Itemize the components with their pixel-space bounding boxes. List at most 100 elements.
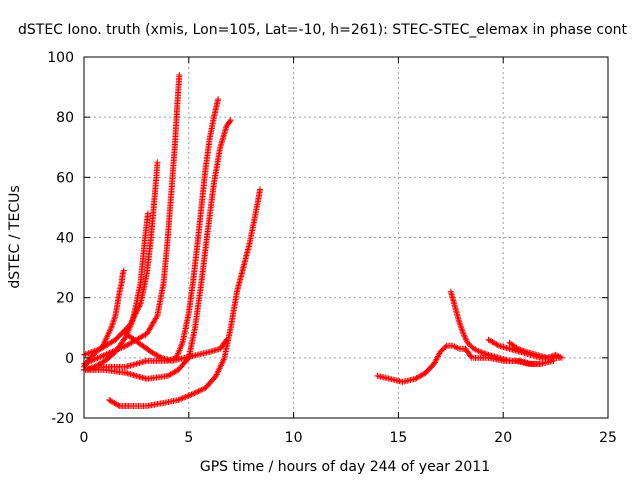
data-point <box>129 316 136 323</box>
data-point <box>128 318 135 325</box>
data-point <box>134 306 141 313</box>
data-point <box>481 350 488 357</box>
data-point <box>227 117 234 124</box>
data-point <box>153 314 160 321</box>
x-axis-label: GPS time / hours of day 244 of year 2011 <box>200 459 490 475</box>
series-3 <box>81 159 161 358</box>
data-point <box>458 326 465 333</box>
data-point <box>86 358 93 365</box>
y-tick-label: 100 <box>47 50 74 66</box>
data-point <box>95 354 102 361</box>
data-point <box>196 387 203 394</box>
data-point <box>157 354 164 361</box>
data-point <box>176 72 183 79</box>
data-point <box>111 315 118 322</box>
data-point <box>182 393 189 400</box>
data-point <box>188 391 195 398</box>
data-point <box>548 353 555 360</box>
data-point <box>194 388 201 395</box>
data-point <box>494 342 501 349</box>
x-tick-label: 20 <box>494 430 512 446</box>
data-point <box>198 386 205 393</box>
data-point <box>257 186 264 193</box>
data-point <box>89 356 96 363</box>
data-point <box>521 348 528 355</box>
series-2 <box>81 210 151 373</box>
data-point <box>144 210 151 217</box>
data-point <box>127 321 134 328</box>
data-point <box>195 388 202 395</box>
data-point <box>456 318 463 325</box>
data-point <box>130 314 137 321</box>
data-point <box>101 351 108 358</box>
data-point <box>456 320 463 327</box>
data-point <box>189 390 196 397</box>
y-tick-label: 80 <box>56 110 74 126</box>
y-tick-label: 20 <box>56 291 74 307</box>
data-point <box>131 313 138 320</box>
data-point <box>192 389 199 396</box>
data-point <box>109 348 116 355</box>
data-point <box>97 353 104 360</box>
data-point <box>115 346 122 353</box>
data-point <box>519 347 526 354</box>
data-point <box>120 267 127 274</box>
data-point <box>550 357 557 364</box>
data-point <box>558 354 565 361</box>
data-series <box>81 72 565 409</box>
data-point <box>104 350 111 357</box>
data-point <box>119 270 126 277</box>
grid <box>84 57 608 418</box>
data-point <box>85 358 92 365</box>
series-7 <box>106 186 264 409</box>
data-point <box>116 345 123 352</box>
data-point <box>467 353 474 360</box>
series-6 <box>81 117 234 382</box>
data-point <box>111 314 118 321</box>
data-point <box>222 338 229 345</box>
data-point <box>457 321 464 328</box>
data-point <box>132 311 139 318</box>
data-point <box>453 344 460 351</box>
data-point <box>110 318 117 325</box>
data-point <box>110 347 117 354</box>
y-tick-label: 60 <box>56 170 74 186</box>
data-point <box>92 355 99 362</box>
data-point <box>133 309 140 316</box>
data-point <box>113 346 120 353</box>
data-point <box>226 118 233 125</box>
y-tick-label: 0 <box>65 351 74 367</box>
data-point <box>110 317 117 324</box>
data-point <box>478 349 485 356</box>
data-point <box>199 386 206 393</box>
data-point <box>103 351 110 358</box>
x-tick-label: 15 <box>389 430 407 446</box>
data-point <box>517 346 524 353</box>
data-point <box>119 344 126 351</box>
data-point <box>109 320 116 327</box>
data-point <box>176 396 183 403</box>
axis-ticks: 0 5 10 15 20 25 -20 0 20 40 60 80 100 <box>47 50 617 446</box>
data-point <box>179 395 186 402</box>
series-13 <box>470 354 557 367</box>
x-tick-label: 5 <box>184 430 193 446</box>
data-point <box>223 336 230 343</box>
data-point <box>118 344 125 351</box>
data-point <box>132 310 139 317</box>
y-tick-label: -20 <box>51 411 74 427</box>
data-point <box>136 303 143 310</box>
data-point <box>154 159 161 166</box>
data-point <box>135 304 142 311</box>
data-point <box>107 349 114 356</box>
data-point <box>442 344 449 351</box>
data-point <box>106 349 113 356</box>
series-8 <box>122 330 230 364</box>
data-point <box>187 392 194 399</box>
data-point <box>91 356 98 363</box>
data-point <box>175 396 182 403</box>
data-point <box>184 393 191 400</box>
data-point <box>477 348 484 355</box>
data-point <box>115 402 122 409</box>
x-tick-label: 10 <box>285 430 303 446</box>
